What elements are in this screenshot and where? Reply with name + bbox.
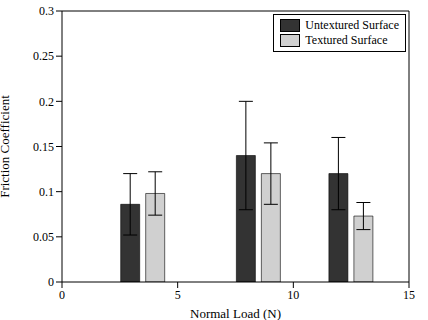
- svg-text:0.05: 0.05: [33, 230, 54, 244]
- svg-text:Normal Load (N): Normal Load (N): [190, 306, 281, 320]
- svg-text:10: 10: [287, 288, 299, 302]
- svg-text:0.25: 0.25: [33, 49, 54, 63]
- svg-text:Friction Coefficient: Friction Coefficient: [8, 95, 12, 198]
- svg-text:0.1: 0.1: [39, 185, 54, 199]
- svg-text:0.3: 0.3: [39, 4, 54, 18]
- html-text:Textured Surface: Textured Surface: [305, 33, 388, 47]
- svg-text:0: 0: [48, 275, 54, 289]
- svg-text:0: 0: [59, 288, 65, 302]
- svg-text:0.15: 0.15: [33, 140, 54, 154]
- svg-text:15: 15: [403, 288, 415, 302]
- svg-text:5: 5: [175, 288, 181, 302]
- svg-text:0.2: 0.2: [39, 95, 54, 109]
- html-text:Untextured Surface: Untextured Surface: [305, 18, 399, 32]
